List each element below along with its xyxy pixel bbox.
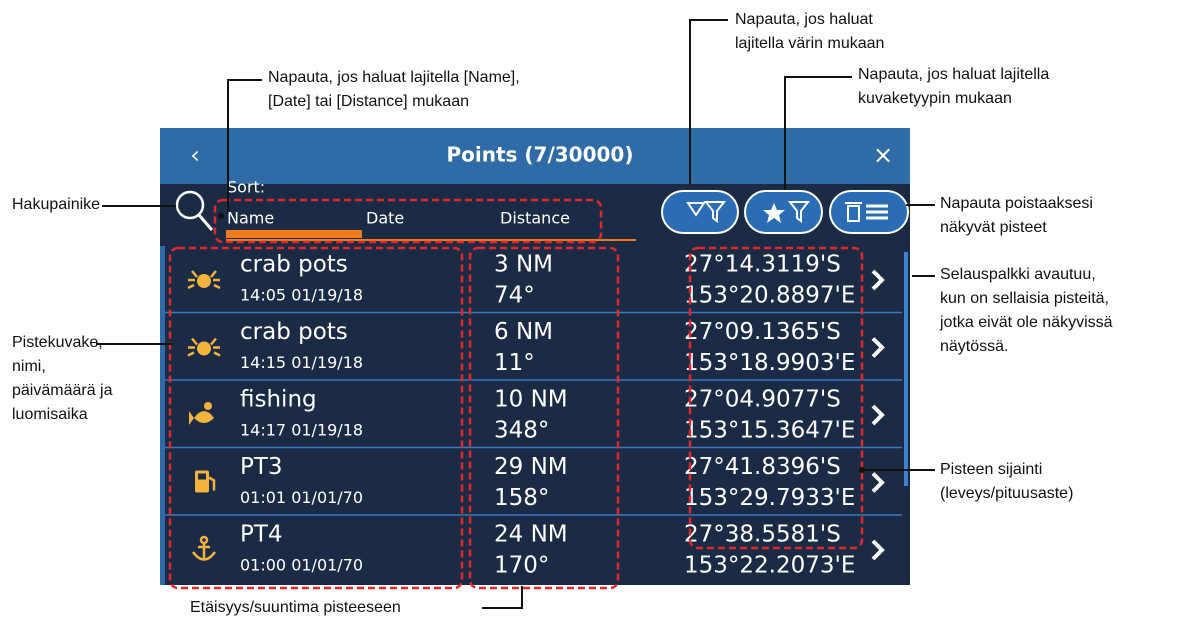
callout-text: näkyvät pisteet	[940, 219, 1047, 236]
point-datetime: 14:05 01/19/18	[240, 286, 363, 305]
position-highlight	[688, 246, 864, 550]
search-icon-handle	[197, 214, 214, 231]
point-name: fishing	[240, 387, 317, 413]
back-button[interactable]: ‹	[190, 141, 200, 169]
callout-text: Napauta, jos haluat	[735, 11, 873, 28]
point-latitude: 27°04.9077'S	[684, 387, 841, 413]
sort-label: Sort:	[227, 178, 265, 197]
point-name: PT4	[240, 522, 283, 548]
point-bearing: 74°	[494, 283, 535, 309]
point-longitude: 153°29.7933'E	[684, 485, 855, 511]
point-latitude: 27°38.5581'S	[684, 522, 841, 548]
distance-highlight	[468, 246, 620, 590]
scrollbar	[904, 252, 908, 486]
callout-text: Hakupainike	[12, 196, 100, 213]
callout-text: jotka eivät ole näkyvissä	[939, 314, 1113, 331]
color-leader	[689, 19, 728, 184]
sort-option[interactable]: Name	[227, 209, 274, 228]
delete-button[interactable]	[829, 190, 909, 234]
row-chevron[interactable]	[871, 404, 885, 426]
row-chevron[interactable]	[871, 337, 885, 358]
point-bearing: 170°	[494, 553, 549, 579]
sort-indicator	[226, 230, 362, 238]
screen-title: Points (7/30000)	[446, 143, 633, 167]
callout-text: kuvaketyypin mukaan	[858, 90, 1012, 107]
point-distance: 6 NM	[494, 319, 553, 345]
point-longitude: 153°15.3647'E	[684, 418, 855, 444]
color-filter-button[interactable]	[661, 190, 739, 234]
point-datetime: 14:17 01/19/18	[240, 421, 363, 440]
callout-text: (leveys/pituusaste)	[940, 485, 1073, 502]
callout-text: Napauta poistaaksesi	[940, 195, 1093, 212]
callout-text: Selauspalkki avautuu,	[940, 266, 1096, 283]
callout-text: näytössä.	[940, 338, 1008, 355]
left-edge	[160, 246, 165, 585]
callout-text: lajitella värin mukaan	[735, 35, 884, 52]
point-bearing: 348°	[494, 418, 549, 444]
point-longitude: 153°20.8897'E	[684, 283, 855, 309]
point-latitude: 27°41.8396'S	[684, 454, 841, 480]
sort-option[interactable]: Distance	[500, 209, 570, 228]
search-icon[interactable]	[175, 190, 205, 220]
point-latitude: 27°14.3119'S	[684, 252, 841, 278]
point-distance: 24 NM	[494, 522, 568, 548]
callout-text: Pisteen sijainti	[940, 461, 1042, 478]
icon-filter-button[interactable]	[744, 190, 823, 234]
callout-text: Napauta, jos haluat lajitella [Name],	[268, 69, 520, 86]
callout-text: Napauta, jos haluat lajitella	[858, 66, 1049, 83]
sort-option[interactable]: Date	[366, 209, 404, 228]
point-datetime: 01:00 01/01/70	[240, 556, 363, 575]
point-latitude: 27°09.1365'S	[684, 319, 841, 345]
point-datetime: 01:01 01/01/70	[240, 488, 363, 507]
point-bearing: 158°	[494, 485, 549, 511]
sort-leader	[227, 79, 262, 214]
point-name: crab pots	[240, 252, 348, 278]
callout-text: Etäisyys/suuntima pisteeseen	[190, 599, 401, 616]
point-distance: 3 NM	[494, 252, 553, 278]
row-chevron[interactable]	[871, 539, 885, 561]
row-chevron[interactable]	[871, 269, 885, 291]
icon-filter-leader	[784, 76, 852, 190]
callout-text: päivämäärä ja	[12, 382, 113, 399]
point-longitude: 153°18.9903'E	[684, 350, 855, 376]
distance-leader	[482, 586, 523, 609]
point-datetime: 14:15 01/19/18	[240, 353, 363, 372]
icon-name-highlight	[168, 246, 464, 590]
callout-text: kun on sellaisia pisteitä,	[940, 290, 1109, 307]
point-name: PT3	[240, 454, 283, 480]
callout-text: luomisaika	[12, 406, 88, 423]
callout-text: Pistekuvake,	[12, 334, 103, 351]
point-distance: 29 NM	[494, 454, 568, 480]
point-longitude: 153°22.2073'E	[684, 553, 855, 579]
callout-text: nimi,	[12, 358, 46, 375]
point-name: crab pots	[240, 319, 348, 345]
row-chevron[interactable]	[871, 472, 885, 493]
close-button[interactable]: ×	[873, 141, 893, 169]
point-distance: 10 NM	[494, 387, 568, 413]
point-bearing: 11°	[494, 350, 535, 376]
callout-text: [Date] tai [Distance] mukaan	[268, 93, 469, 110]
sort-highlight	[213, 198, 603, 244]
